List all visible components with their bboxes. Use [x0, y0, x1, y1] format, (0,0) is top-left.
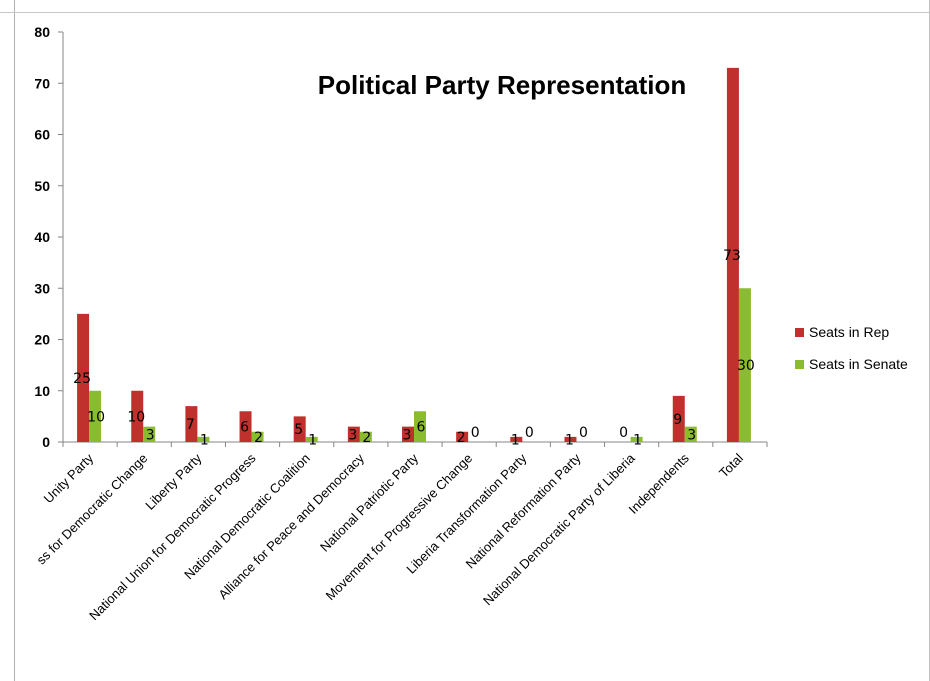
data-label-seats-in-senate: 0	[471, 425, 480, 441]
bar-seats-in-senate	[143, 426, 156, 442]
bar-seats-in-senate	[414, 411, 426, 442]
y-tick-label: 70	[34, 75, 50, 91]
legend-label: Seats in Rep	[809, 324, 889, 340]
bar-seats-in-rep	[239, 411, 252, 442]
data-label-seats-in-senate: 2	[362, 430, 371, 446]
data-label-seats-in-rep: 73	[723, 248, 741, 264]
y-tick-label: 0	[42, 434, 50, 450]
y-tick-label: 30	[34, 280, 50, 296]
data-label-seats-in-senate: 1	[633, 432, 642, 448]
data-label-seats-in-senate: 0	[525, 425, 534, 441]
bar-seats-in-senate	[630, 436, 643, 442]
bar-seats-in-rep	[726, 67, 739, 442]
bar-seats-in-rep	[347, 426, 360, 442]
data-label-seats-in-rep: 25	[73, 371, 91, 387]
y-tick-label: 60	[34, 127, 50, 143]
bar-seats-in-senate	[89, 390, 102, 442]
data-label-seats-in-rep: 5	[294, 422, 303, 438]
bar-seats-in-rep	[510, 436, 523, 442]
data-label-seats-in-senate: 10	[87, 409, 105, 425]
data-label-seats-in-senate: 2	[254, 430, 263, 446]
x-tick-label: Total	[716, 450, 746, 480]
bar-seats-in-senate	[738, 288, 751, 442]
data-label-seats-in-rep: 1	[511, 432, 520, 448]
data-label-seats-in-rep: 3	[348, 427, 357, 443]
chart-title: Political Party Representation	[318, 70, 686, 100]
data-label-seats-in-senate: 30	[737, 358, 755, 374]
bar-seats-in-rep	[672, 395, 685, 442]
y-tick-label: 80	[34, 24, 50, 40]
x-tick-label: ss for Democratic Change	[33, 451, 150, 568]
bar-seats-in-senate	[359, 431, 372, 442]
bar-seats-in-rep	[131, 390, 144, 442]
bar-seats-in-rep	[185, 406, 198, 442]
data-label-seats-in-rep: 10	[127, 409, 145, 425]
data-label-seats-in-rep: 6	[240, 420, 249, 436]
data-label-seats-in-rep: 3	[403, 427, 412, 443]
data-label-seats-in-rep: 9	[673, 412, 682, 428]
data-label-seats-in-senate: 0	[579, 425, 588, 441]
bar-seats-in-rep	[564, 436, 577, 442]
bar-seats-in-rep	[77, 313, 90, 442]
frame-top-border	[0, 12, 930, 13]
legend: Seats in Rep Seats in Senate	[795, 324, 908, 372]
bar-seats-in-rep	[402, 426, 414, 442]
data-label-seats-in-senate: 1	[308, 432, 317, 448]
bar-seats-in-senate	[197, 436, 210, 442]
data-label-seats-in-rep: 1	[565, 432, 574, 448]
bar-seats-in-rep	[456, 431, 469, 442]
legend-swatch	[795, 360, 804, 369]
bar-seats-in-senate	[305, 436, 318, 442]
bars	[77, 67, 751, 442]
data-label-seats-in-rep: 7	[186, 417, 195, 433]
legend-label: Seats in Senate	[809, 356, 908, 372]
bar-seats-in-senate	[251, 431, 264, 442]
bar-seats-in-rep	[293, 416, 306, 442]
y-tick-label: 40	[34, 229, 50, 245]
bar-seats-in-senate	[684, 426, 697, 442]
x-tick-label: National Patriotic Party	[317, 450, 421, 554]
data-label-seats-in-senate: 3	[146, 427, 155, 443]
frame-left-border	[14, 0, 15, 681]
y-tick-label: 50	[34, 178, 50, 194]
y-tick-label: 20	[34, 332, 50, 348]
data-label-seats-in-rep: 2	[457, 430, 466, 446]
data-label-seats-in-rep: 0	[619, 425, 628, 441]
legend-swatch	[795, 328, 804, 337]
data-label-seats-in-senate: 1	[200, 432, 209, 448]
y-tick-label: 10	[34, 383, 50, 399]
data-label-seats-in-senate: 6	[417, 420, 426, 436]
data-label-seats-in-senate: 3	[687, 427, 696, 443]
x-tick-label: Unity Party	[41, 450, 97, 506]
